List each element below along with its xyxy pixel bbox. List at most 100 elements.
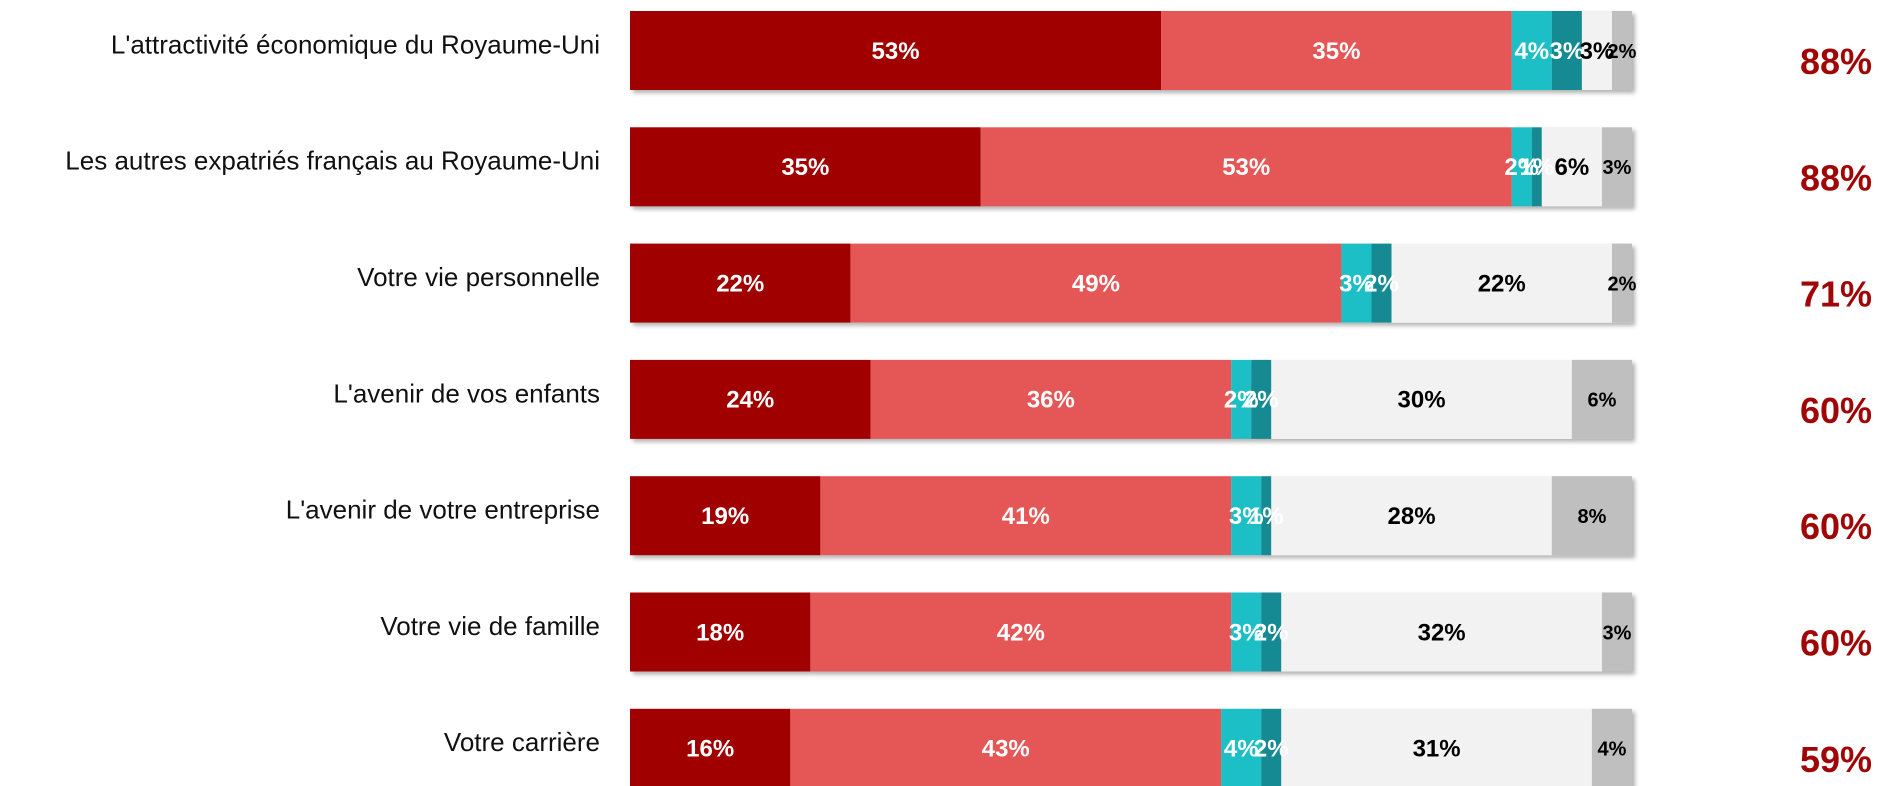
bar-segment <box>1161 11 1512 90</box>
bar-segment <box>1261 592 1282 672</box>
bar-segment <box>1271 476 1552 556</box>
bar-segment <box>1281 592 1602 672</box>
category-label: L'avenir de votre entreprise <box>286 495 600 525</box>
value-label: 43% <box>982 736 1030 763</box>
bar-segment <box>630 476 821 556</box>
bar-segment <box>870 359 1232 439</box>
bar-segment <box>850 243 1342 323</box>
bar-segment <box>630 359 871 439</box>
bar-segment <box>1251 359 1272 439</box>
bar-segment <box>980 127 1512 207</box>
value-label: 32% <box>1418 619 1466 646</box>
bar-segment <box>1261 708 1282 786</box>
bar-segment <box>820 476 1232 556</box>
value-label: 6% <box>1587 390 1616 412</box>
bar-segment <box>1341 243 1372 323</box>
bar-segment <box>1591 708 1632 786</box>
bar-segment <box>1391 243 1612 323</box>
bar-segment <box>1511 11 1552 90</box>
bar-segment <box>1571 359 1632 439</box>
value-label: 3% <box>1229 619 1264 646</box>
bar-segment <box>630 127 981 207</box>
value-label: 2% <box>1254 619 1289 646</box>
total-label: 60% <box>1800 390 1872 431</box>
value-label: 16% <box>686 736 734 763</box>
bar-segment <box>1221 708 1262 786</box>
value-label: 6% <box>1555 154 1590 181</box>
value-label: 19% <box>701 503 749 530</box>
bar-segment <box>1611 243 1632 323</box>
value-label: 30% <box>1398 387 1446 414</box>
category-label: L'attractivité économique du Royaume-Uni <box>111 29 600 59</box>
value-label: 1% <box>1519 154 1554 181</box>
value-label: 22% <box>716 270 764 297</box>
category-label: Votre carrière <box>444 727 600 757</box>
total-label: 88% <box>1800 41 1872 82</box>
total-label: 60% <box>1800 623 1872 664</box>
value-label: 41% <box>1002 503 1050 530</box>
category-label: Les autres expatriés français au Royaume… <box>65 146 600 176</box>
value-label: 3% <box>1603 622 1632 644</box>
value-label: 31% <box>1413 736 1461 763</box>
bar-segment <box>1541 127 1602 207</box>
value-label: 22% <box>1478 270 1526 297</box>
bar-segment <box>630 11 1162 90</box>
bar-segment <box>1261 476 1272 556</box>
value-label: 1% <box>1249 503 1284 530</box>
bar-segment <box>1601 127 1632 207</box>
value-label: 2% <box>1224 387 1259 414</box>
value-label: 53% <box>872 38 920 65</box>
category-label: Votre vie personnelle <box>357 262 600 292</box>
bar-segment <box>1601 592 1632 672</box>
value-label: 35% <box>1312 38 1360 65</box>
category-label: L'avenir de vos enfants <box>333 378 600 408</box>
value-label: 4% <box>1514 38 1549 65</box>
bar-segment <box>1281 708 1592 786</box>
value-label: 28% <box>1388 503 1436 530</box>
value-label: 36% <box>1027 387 1075 414</box>
bar-segment <box>1551 476 1632 556</box>
bar-segment <box>1271 359 1572 439</box>
value-label: 3% <box>1603 157 1632 179</box>
value-label: 2% <box>1244 387 1279 414</box>
bar-segment <box>630 592 811 672</box>
bar-segment <box>790 708 1222 786</box>
bar-segment <box>1231 476 1262 556</box>
category-label: Votre vie de famille <box>380 611 600 641</box>
value-label: 2% <box>1254 736 1289 763</box>
bar-segment <box>1611 11 1632 90</box>
value-label: 8% <box>1577 506 1606 528</box>
bar-segment <box>810 592 1232 672</box>
value-label: 53% <box>1222 154 1270 181</box>
value-label: 18% <box>696 619 744 646</box>
value-label: 3% <box>1339 270 1374 297</box>
total-label: 88% <box>1800 157 1872 198</box>
bar-segment <box>1231 359 1252 439</box>
bar-segment <box>1231 592 1262 672</box>
value-label: 4% <box>1224 736 1259 763</box>
bar-segment <box>630 243 851 323</box>
total-label: 59% <box>1800 739 1872 780</box>
value-label: 49% <box>1072 270 1120 297</box>
bar-segment <box>1581 11 1612 90</box>
value-label: 3% <box>1580 38 1615 65</box>
bar-segment <box>1531 127 1542 207</box>
value-label: 3% <box>1229 503 1264 530</box>
value-label: 2% <box>1504 154 1539 181</box>
bar-segment <box>1371 243 1392 323</box>
total-label: 71% <box>1800 274 1872 315</box>
value-label: 24% <box>726 387 774 414</box>
value-label: 35% <box>781 154 829 181</box>
value-label: 3% <box>1550 38 1585 65</box>
bar-segment <box>1551 11 1582 90</box>
bar-segment <box>630 708 791 786</box>
bars <box>630 11 1632 786</box>
bar-segment <box>1511 127 1532 207</box>
value-label: 2% <box>1608 273 1637 295</box>
value-label: 2% <box>1608 41 1637 63</box>
total-label: 60% <box>1800 506 1872 547</box>
value-label: 2% <box>1364 270 1399 297</box>
value-label: 42% <box>997 619 1045 646</box>
value-label: 4% <box>1598 739 1627 761</box>
